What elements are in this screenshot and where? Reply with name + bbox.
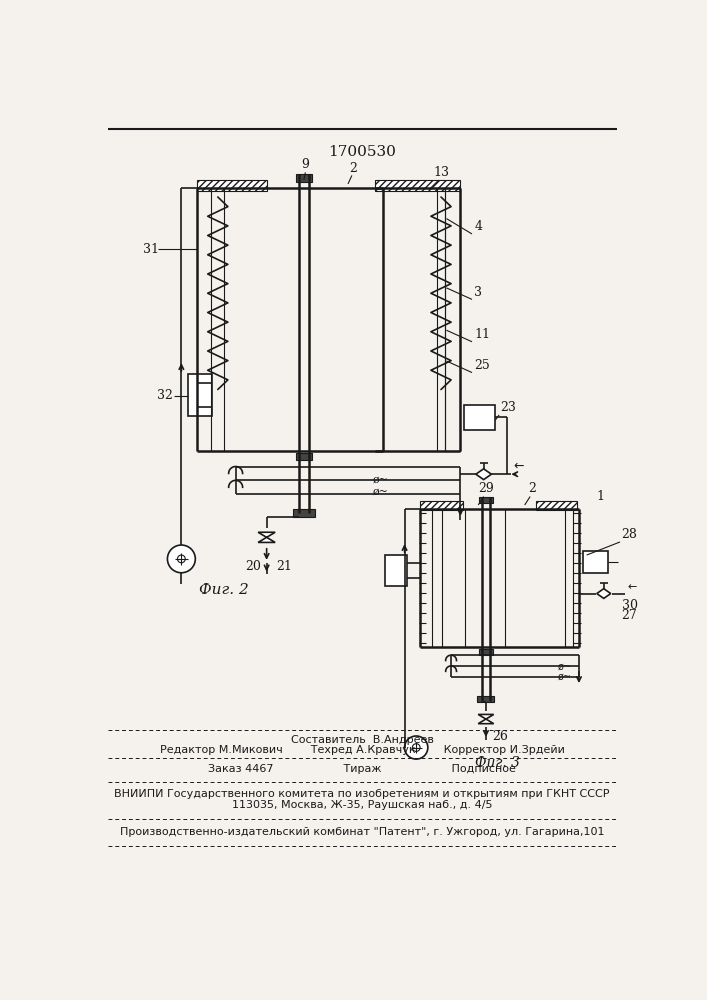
- Text: ←: ←: [513, 460, 524, 473]
- Text: 11: 11: [474, 328, 491, 341]
- Text: 3: 3: [474, 286, 482, 299]
- Text: 21: 21: [276, 560, 291, 573]
- Text: 13: 13: [433, 166, 449, 179]
- Text: Заказ 4467                    Тираж                    Подписное: Заказ 4467 Тираж Подписное: [208, 764, 516, 774]
- Bar: [479, 497, 493, 503]
- Text: ←: ←: [627, 582, 636, 592]
- Bar: [583, 551, 607, 573]
- Text: ВНИИПИ Государственного комитета по изобретениям и открытиям при ГКНТ СССР: ВНИИПИ Государственного комитета по изоб…: [115, 789, 609, 799]
- Polygon shape: [258, 532, 275, 537]
- Text: 28: 28: [621, 528, 638, 541]
- Text: Производственно-издательский комбинат "Патент", г. Ужгород, ул. Гагарина,101: Производственно-издательский комбинат "П…: [119, 827, 604, 837]
- Bar: [197, 180, 267, 191]
- Text: Фиг. 3: Фиг. 3: [475, 756, 520, 770]
- Text: 27: 27: [621, 609, 637, 622]
- Text: 1700530: 1700530: [328, 145, 396, 159]
- Text: 1: 1: [597, 490, 604, 503]
- Bar: [293, 509, 315, 517]
- Text: 29: 29: [478, 482, 493, 495]
- Text: 23: 23: [501, 401, 517, 414]
- Bar: [420, 501, 462, 510]
- Text: Редактор М.Микович        Техред А.Кравчук        Корректор И.Зрдейи: Редактор М.Микович Техред А.Кравчук Корр…: [160, 745, 564, 755]
- Text: 32: 32: [156, 389, 173, 402]
- Text: ø~: ø~: [557, 662, 571, 672]
- Text: 9: 9: [301, 158, 310, 171]
- Text: Составитель  В.Андреев: Составитель В.Андреев: [291, 735, 433, 745]
- Polygon shape: [258, 537, 275, 542]
- Bar: [537, 501, 578, 510]
- Bar: [296, 453, 312, 460]
- Polygon shape: [476, 469, 491, 480]
- Text: ø~: ø~: [373, 487, 389, 497]
- Text: 26: 26: [492, 730, 508, 743]
- Bar: [296, 174, 312, 182]
- Bar: [375, 180, 460, 191]
- Text: 20: 20: [245, 560, 261, 573]
- Bar: [477, 696, 494, 702]
- Text: 4: 4: [474, 220, 482, 233]
- Bar: [187, 374, 212, 416]
- Text: 25: 25: [474, 359, 490, 372]
- Circle shape: [412, 744, 420, 751]
- Text: 2: 2: [529, 482, 537, 495]
- Polygon shape: [597, 589, 611, 598]
- Polygon shape: [478, 719, 493, 724]
- Text: 31: 31: [143, 243, 158, 256]
- Text: Фиг. 2: Фиг. 2: [199, 583, 249, 597]
- Polygon shape: [478, 714, 493, 719]
- Bar: [385, 555, 407, 586]
- Bar: [479, 649, 493, 655]
- Circle shape: [168, 545, 195, 573]
- Circle shape: [404, 736, 428, 759]
- Text: 30: 30: [621, 599, 638, 612]
- Bar: [464, 405, 495, 430]
- Circle shape: [177, 555, 185, 563]
- Text: ø~: ø~: [373, 475, 389, 485]
- Bar: [445, 188, 460, 451]
- Text: ø~: ø~: [557, 672, 571, 682]
- Text: 2: 2: [349, 162, 357, 175]
- Text: 113035, Москва, Ж-35, Раушская наб., д. 4/5: 113035, Москва, Ж-35, Раушская наб., д. …: [232, 800, 492, 810]
